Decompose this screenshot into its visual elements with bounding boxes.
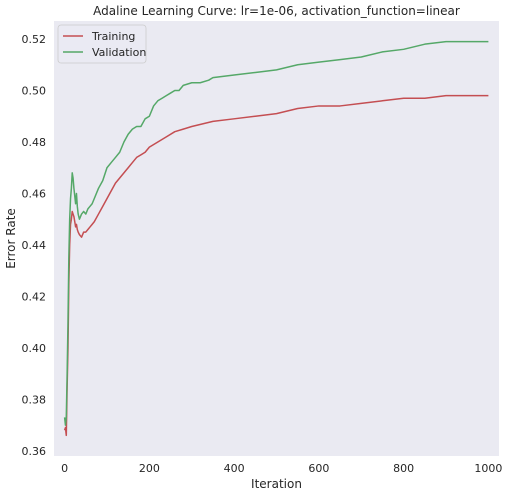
y-tick-label: 0.42 [22, 290, 47, 303]
y-tick-label: 0.40 [22, 342, 47, 355]
legend: Training Validation [57, 24, 147, 64]
x-tick-label: 1000 [474, 462, 502, 475]
y-tick-label: 0.44 [22, 239, 47, 252]
x-tick-label: 600 [308, 462, 329, 475]
plot-background [54, 21, 499, 456]
x-axis-ticks: 0 200 400 600 800 1000 [61, 462, 502, 475]
x-axis-label: Iteration [251, 477, 302, 491]
series-line-validation [63, 40, 489, 426]
series-lines [63, 40, 489, 437]
legend-box [57, 24, 147, 64]
y-tick-label: 0.48 [22, 136, 47, 149]
y-tick-label: 0.36 [22, 445, 47, 458]
legend-label-validation: Validation [92, 46, 146, 59]
x-tick-label: 200 [139, 462, 160, 475]
chart-title: Adaline Learning Curve: lr=1e-06, activa… [93, 4, 460, 18]
y-tick-label: 0.52 [22, 33, 47, 46]
legend-label-training: Training [91, 30, 135, 43]
series-line-training [63, 94, 489, 437]
x-tick-label: 800 [393, 462, 414, 475]
y-tick-label: 0.50 [22, 84, 47, 97]
y-tick-label: 0.46 [22, 187, 47, 200]
y-tick-label: 0.38 [22, 393, 47, 406]
y-axis-ticks: 0.36 0.38 0.40 0.42 0.44 0.46 0.48 0.50 0.52 [22, 33, 47, 458]
x-tick-label: 0 [61, 462, 68, 475]
x-tick-label: 400 [224, 462, 245, 475]
y-axis-label: Error Rate [4, 208, 18, 269]
